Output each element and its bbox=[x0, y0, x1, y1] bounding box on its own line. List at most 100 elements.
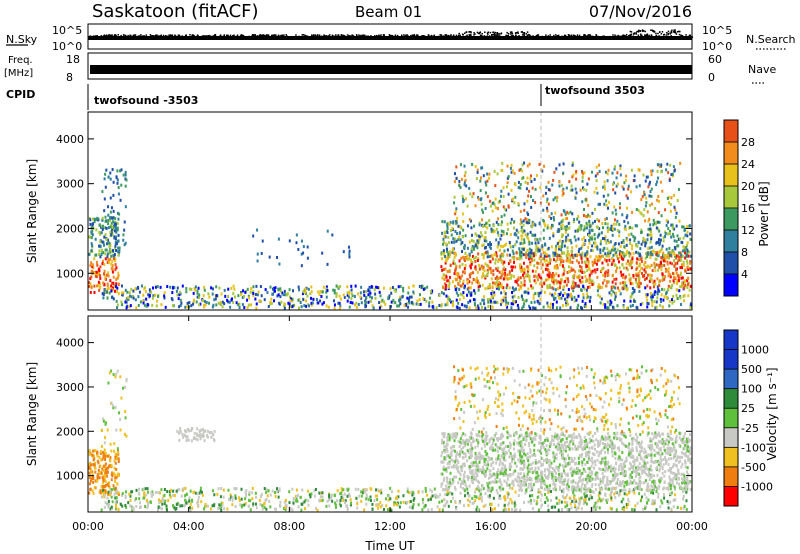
heatmap-cell bbox=[596, 226, 599, 230]
heatmap-cell bbox=[561, 242, 564, 246]
heatmap-cell bbox=[220, 486, 223, 490]
heatmap-cell bbox=[512, 289, 515, 293]
heatmap-cell bbox=[549, 306, 552, 310]
heatmap-cell bbox=[453, 240, 456, 244]
heatmap-cell bbox=[187, 427, 190, 431]
heatmap-cell bbox=[359, 291, 362, 295]
heatmap-cell bbox=[115, 176, 118, 180]
heatmap-cell bbox=[509, 245, 512, 249]
heatmap-cell bbox=[518, 250, 521, 254]
heatmap-cell bbox=[525, 298, 528, 302]
heatmap-cell bbox=[662, 305, 665, 309]
heatmap-cell bbox=[511, 268, 514, 272]
heatmap-cell bbox=[256, 293, 259, 297]
heatmap-cell bbox=[650, 187, 653, 191]
heatmap-cell bbox=[550, 245, 553, 249]
nsky-dot bbox=[512, 34, 514, 37]
heatmap-cell bbox=[611, 280, 614, 284]
nsky-dot bbox=[127, 34, 129, 37]
heatmap-cell bbox=[643, 193, 646, 197]
heatmap-cell bbox=[114, 222, 117, 226]
heatmap-cell bbox=[536, 247, 539, 251]
heatmap-cell bbox=[301, 292, 304, 296]
heatmap-cell bbox=[112, 209, 115, 213]
heatmap-cell bbox=[104, 467, 107, 471]
heatmap-cell bbox=[298, 306, 301, 310]
heatmap-cell bbox=[338, 294, 341, 298]
heatmap-cell bbox=[544, 493, 547, 497]
heatmap-cell bbox=[150, 290, 153, 294]
heatmap-cell bbox=[458, 265, 461, 269]
heatmap-cell bbox=[666, 162, 669, 166]
heatmap-cell bbox=[227, 488, 230, 492]
nsky-dot bbox=[487, 33, 489, 35]
heatmap-cell bbox=[347, 295, 350, 299]
heatmap-cell bbox=[677, 187, 680, 191]
heatmap-cell bbox=[524, 251, 527, 255]
heatmap-cell bbox=[598, 227, 601, 231]
nsky-dot bbox=[151, 35, 153, 37]
heatmap-cell bbox=[376, 286, 379, 290]
heatmap-cell bbox=[90, 477, 93, 481]
heatmap-cell bbox=[96, 475, 99, 479]
heatmap-cell bbox=[263, 298, 266, 302]
heatmap-cell bbox=[526, 272, 529, 276]
heatmap-cell bbox=[463, 270, 466, 274]
heatmap-cell bbox=[444, 235, 447, 239]
heatmap-cell bbox=[399, 302, 402, 306]
heatmap-cell bbox=[616, 219, 619, 223]
heatmap-cell bbox=[646, 293, 649, 297]
heatmap-cell bbox=[491, 254, 494, 258]
heatmap-cell bbox=[633, 237, 636, 241]
heatmap-cell bbox=[460, 256, 463, 260]
nsky-dot bbox=[506, 31, 508, 34]
heatmap-cell bbox=[447, 235, 450, 239]
heatmap-cell bbox=[605, 254, 608, 258]
nsky-dot bbox=[229, 34, 232, 37]
heatmap-cell bbox=[503, 213, 506, 217]
heatmap-cell bbox=[100, 252, 103, 256]
nsky-dot bbox=[521, 34, 524, 36]
heatmap-cell bbox=[115, 230, 118, 234]
heatmap-cell bbox=[442, 273, 445, 277]
heatmap-cell bbox=[530, 225, 533, 229]
heatmap-cell bbox=[117, 460, 120, 464]
nsky-dot bbox=[270, 34, 273, 37]
heatmap-cell bbox=[628, 262, 631, 266]
nsky-dot bbox=[316, 34, 319, 36]
heatmap-cell bbox=[113, 442, 116, 446]
nsky-dot bbox=[517, 32, 519, 35]
heatmap-cell bbox=[488, 255, 491, 259]
heatmap-cell bbox=[490, 295, 493, 299]
heatmap-cell bbox=[203, 299, 206, 303]
heatmap-cell bbox=[498, 199, 501, 203]
heatmap-cell bbox=[116, 211, 119, 215]
nsky-dot bbox=[486, 32, 489, 34]
heatmap-cell bbox=[557, 253, 560, 257]
heatmap-cell bbox=[206, 435, 209, 439]
heatmap-cell bbox=[435, 493, 438, 497]
heatmap-cell bbox=[218, 506, 221, 510]
heatmap-cell bbox=[121, 293, 124, 297]
heatmap-cell bbox=[539, 297, 542, 301]
heatmap-cell bbox=[578, 264, 581, 268]
heatmap-cell bbox=[543, 164, 546, 168]
nsky-dot bbox=[645, 34, 648, 36]
heatmap-cell bbox=[549, 292, 552, 296]
heatmap-cell bbox=[468, 273, 471, 277]
heatmap-cell bbox=[601, 261, 604, 265]
heatmap-cell bbox=[412, 490, 415, 494]
heatmap-cell bbox=[617, 242, 620, 246]
heatmap-cell bbox=[618, 255, 621, 259]
heatmap-cell bbox=[567, 238, 570, 242]
heatmap-cell bbox=[621, 275, 624, 279]
nsky-dot bbox=[584, 34, 586, 36]
heatmap-cell bbox=[676, 261, 679, 265]
heatmap-cell bbox=[157, 294, 160, 298]
heatmap-cell bbox=[489, 299, 492, 303]
nsky-dot bbox=[568, 34, 570, 37]
heatmap-cell bbox=[567, 280, 570, 284]
heatmap-cell bbox=[483, 302, 486, 306]
